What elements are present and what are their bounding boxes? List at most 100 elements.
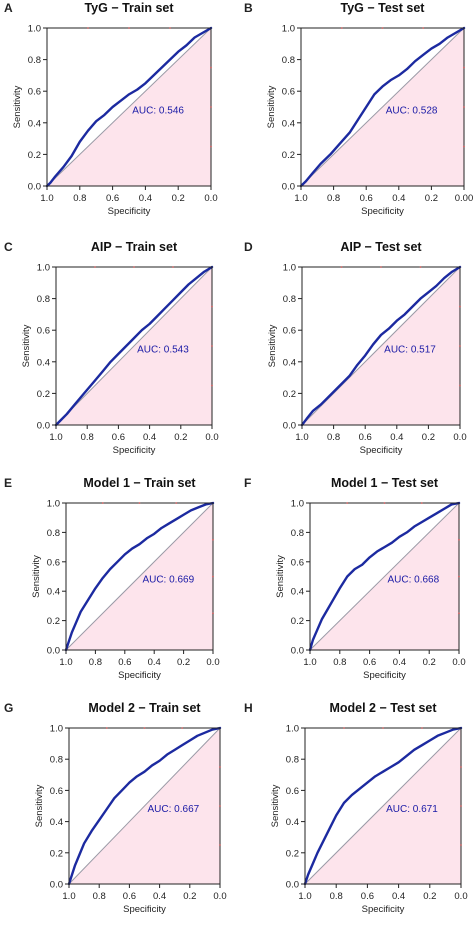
panel-e-x-axis-label: Specificity xyxy=(118,670,161,681)
panel-a-roc-curve xyxy=(45,26,213,188)
panel-e-x-tick-label: 0.6 xyxy=(118,657,131,668)
panel-f-edge-marks xyxy=(346,502,460,615)
panel-f-x-tick-label: 0.6 xyxy=(363,657,376,668)
panel-f-roc-curve xyxy=(308,501,461,652)
panel-e-y-tick-label: 0.6 xyxy=(47,557,60,568)
panel-g-x-tick-label: 0.8 xyxy=(93,891,106,902)
panel-f-y-tick-label: 0.8 xyxy=(291,528,304,539)
panel-e-edge-marks xyxy=(101,502,214,615)
panel-a-chance-diagonal xyxy=(46,27,212,187)
panel-c-y-tick-label: 0.8 xyxy=(37,294,50,305)
panel-c-letter: C xyxy=(4,240,13,254)
panel-d-auc-label: AUC: 0.517 xyxy=(384,344,436,355)
panel-h-title: Model 2 − Test set xyxy=(329,701,437,715)
panel-g-chance-diagonal xyxy=(68,727,221,885)
panel-c-x-tick-label: 0.8 xyxy=(81,432,94,443)
panel-f-chance-diagonal xyxy=(309,502,460,651)
panel-h-x-tick-label: 0.4 xyxy=(392,891,405,902)
panel-b-x-tick-label: 1.0 xyxy=(294,193,307,204)
panel-h-x-tick-label: 1.0 xyxy=(298,891,311,902)
panel-c-auc-label: AUC: 0.543 xyxy=(137,344,189,355)
panel-a-y-tick-label: 0.6 xyxy=(28,87,41,98)
panel-a-y-tick-label: 0.8 xyxy=(28,55,41,66)
panel-b-roc-curve xyxy=(299,26,466,188)
panel-f-auc-label: AUC: 0.668 xyxy=(387,574,439,585)
panel-d-x-tick-label: 0.0 xyxy=(453,432,466,443)
panel-c-x-tick-label: 0.2 xyxy=(174,432,187,443)
panel-f-title: Model 1 − Test set xyxy=(331,476,439,490)
panel-h-x-tick-label: 0.0 xyxy=(454,891,467,902)
panel-d-x-axis-label: Specificity xyxy=(360,445,403,456)
panel-b-title: TyG − Test set xyxy=(341,1,426,15)
panel-g-y-tick-label: 0.4 xyxy=(50,817,63,828)
panel-g-x-tick-label: 0.4 xyxy=(153,891,166,902)
panel-h-x-tick-label: 0.2 xyxy=(423,891,436,902)
panel-d-letter: D xyxy=(244,240,253,254)
panel-g-auc-label: AUC: 0.667 xyxy=(148,804,200,815)
panel-e-y-tick-label: 0.4 xyxy=(47,587,60,598)
panel-f-x-tick-label: 0.4 xyxy=(393,657,406,668)
panel-b-x-axis-label: Specificity xyxy=(361,206,404,217)
panel-h-y-tick-label: 1.0 xyxy=(286,724,299,735)
panel-c-chance-diagonal xyxy=(55,266,213,426)
panel-b-y-tick-label: 0.6 xyxy=(282,87,295,98)
panel-f-y-tick-label: 0.2 xyxy=(291,616,304,627)
panel-f-x-tick-label: 0.2 xyxy=(423,657,436,668)
panel-d-y-tick-label: 0.0 xyxy=(283,421,296,432)
panel-a-x-tick-label: 0.8 xyxy=(73,193,86,204)
panel-a-x-axis-label: Specificity xyxy=(108,206,151,217)
panel-f-x-tick-label: 0.8 xyxy=(333,657,346,668)
panel-g-x-tick-label: 0.0 xyxy=(213,891,226,902)
panel-e-x-tick-label: 0.4 xyxy=(148,657,161,668)
panel-h-letter: H xyxy=(244,701,253,715)
panel-f-x-tick-label: 0.0 xyxy=(452,657,465,668)
panel-d-roc-curve xyxy=(300,265,462,427)
panel-c-x-axis-label: Specificity xyxy=(113,445,156,456)
panel-c-y-tick-label: 0.6 xyxy=(37,326,50,337)
panel-c-edge-marks xyxy=(94,266,213,387)
panel-b-letter: B xyxy=(244,1,253,15)
panel-a-x-tick-label: 1.0 xyxy=(40,193,53,204)
panel-b-y-tick-label: 0.2 xyxy=(282,150,295,161)
panel-c-x-tick-label: 0.4 xyxy=(143,432,156,443)
panel-f-x-tick-label: 1.0 xyxy=(303,657,316,668)
panel-h-x-tick-label: 0.8 xyxy=(330,891,343,902)
panel-a-y-tick-label: 0.2 xyxy=(28,150,41,161)
panel-d-x-tick-label: 1.0 xyxy=(295,432,308,443)
panel-c-y-tick-label: 1.0 xyxy=(37,263,50,274)
panel-a-y-tick-label: 0.4 xyxy=(28,118,41,129)
panel-g-roc-curve xyxy=(67,726,222,886)
panel-h-auc-label: AUC: 0.671 xyxy=(386,804,438,815)
panel-b-chance-diagonal xyxy=(300,27,465,187)
panel-d-x-tick-label: 0.6 xyxy=(359,432,372,443)
panel-b-x-tick-label: 0.4 xyxy=(392,193,405,204)
panel-f-letter: F xyxy=(244,476,251,490)
panel-f-y-tick-label: 0.4 xyxy=(291,587,304,598)
panel-g-y-tick-label: 1.0 xyxy=(50,724,63,735)
panel-c-y-tick-label: 0.2 xyxy=(37,389,50,400)
panel-f-y-tick-label: 0.0 xyxy=(291,646,304,657)
panel-h-y-tick-label: 0.4 xyxy=(286,817,299,828)
panel-b-x-tick-label: 0.8 xyxy=(327,193,340,204)
panel-e-letter: E xyxy=(4,476,12,490)
panel-g-y-axis-label: Sensitivity xyxy=(34,784,45,827)
panel-d-y-axis-label: Sensitivity xyxy=(267,324,278,367)
panel-c-title: AIP − Train set xyxy=(91,240,178,254)
panel-c-x-tick-label: 1.0 xyxy=(49,432,62,443)
panel-h-y-axis-label: Sensitivity xyxy=(270,784,281,827)
panel-c-roc-curve xyxy=(54,265,214,427)
panel-a-auc-label: AUC: 0.546 xyxy=(132,105,184,116)
panel-h-roc-curve xyxy=(303,726,463,886)
panel-g-y-tick-label: 0.2 xyxy=(50,848,63,859)
panel-h-chance-diagonal xyxy=(304,727,462,885)
panel-e-x-tick-label: 0.2 xyxy=(177,657,190,668)
panel-a-letter: A xyxy=(4,1,13,15)
panel-d-y-tick-label: 0.4 xyxy=(283,357,296,368)
panel-g-letter: G xyxy=(4,701,13,715)
panel-b-x-tick-label: 0.2 xyxy=(425,193,438,204)
panel-g-y-tick-label: 0.8 xyxy=(50,755,63,766)
panel-e-y-tick-label: 1.0 xyxy=(47,499,60,510)
panel-g-title: Model 2 − Train set xyxy=(88,701,201,715)
panel-e-y-tick-label: 0.0 xyxy=(47,646,60,657)
